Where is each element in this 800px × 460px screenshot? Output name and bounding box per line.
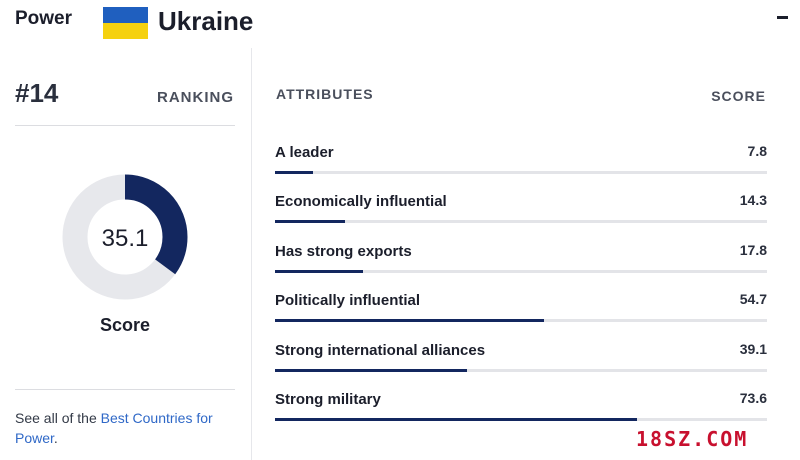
rank-number: #14	[15, 78, 59, 108]
see-all-text: See all of the Best Countries for Power.	[15, 408, 240, 448]
see-all-suffix: .	[53, 430, 58, 446]
attribute-name: Politically influential	[275, 292, 421, 309]
attribute-bar-fill	[275, 319, 545, 322]
attribute-bar-track	[275, 319, 767, 322]
attribute-bar-track	[275, 270, 767, 273]
attribute-name: Economically influential	[275, 193, 447, 210]
attribute-row: A leader 7.8	[275, 143, 767, 184]
attribute-bar-fill	[275, 220, 346, 223]
attributes-header: ATTRIBUTES	[276, 86, 374, 102]
attribute-name: Strong international alliances	[275, 342, 486, 359]
ukraine-flag-icon	[103, 7, 148, 39]
see-all-prefix: See all of the	[15, 410, 101, 426]
category-title: Power	[15, 8, 73, 29]
attribute-score: 39.1	[739, 341, 767, 357]
attribute-name: Strong military	[275, 391, 381, 408]
country-name: Ukraine	[158, 6, 254, 36]
attribute-bar-track	[275, 369, 767, 372]
overall-score-value: 35.1	[101, 225, 149, 252]
attribute-score: 54.7	[739, 291, 767, 307]
best-countries-link[interactable]: Best Countries for Power	[15, 410, 213, 446]
attribute-row: Economically influential 14.3	[275, 192, 767, 233]
attribute-name: Has strong exports	[275, 243, 412, 260]
attribute-bar-fill	[275, 171, 314, 174]
score-header: SCORE	[711, 88, 766, 104]
attribute-score: 14.3	[739, 192, 767, 208]
attribute-name: A leader	[275, 144, 334, 161]
divider	[15, 125, 235, 126]
attribute-bar-fill	[275, 369, 468, 372]
ranking-label: RANKING	[157, 89, 234, 106]
watermark: 18SZ.COM	[636, 427, 749, 451]
attribute-bar-track	[275, 220, 767, 223]
attribute-bar-fill	[275, 270, 363, 273]
attribute-bar-track	[275, 418, 767, 421]
attribute-score: 7.8	[747, 143, 767, 159]
divider	[15, 389, 235, 390]
attribute-row: Strong international alliances 39.1	[275, 341, 767, 382]
attribute-row: Has strong exports 17.8	[275, 242, 767, 283]
score-label: Score	[99, 315, 151, 335]
attribute-score: 17.8	[739, 242, 767, 258]
donut-fill	[62, 174, 188, 300]
attribute-score: 73.6	[739, 390, 767, 406]
attribute-row: Strong military 73.6	[275, 390, 767, 431]
collapse-minus-icon[interactable]	[777, 16, 788, 19]
attribute-bar-fill	[275, 418, 638, 421]
score-donut-chart	[62, 174, 188, 300]
column-divider	[251, 48, 252, 460]
attribute-row: Politically influential 54.7	[275, 291, 767, 332]
attribute-bar-track	[275, 171, 767, 174]
